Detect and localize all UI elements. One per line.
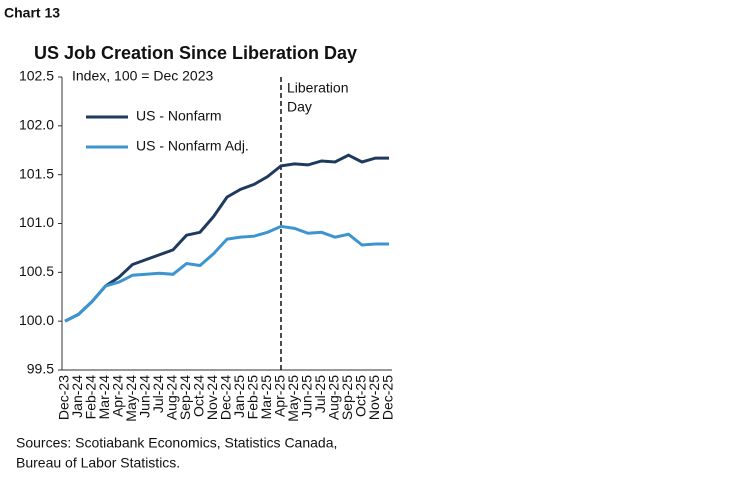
x-tick-label: Jul-24: [150, 375, 166, 413]
x-tick-label: Oct-24: [191, 375, 207, 417]
x-tick-label: Dec-24: [218, 375, 234, 420]
y-tick-label: 99.5: [27, 361, 54, 377]
line: [64, 153, 389, 323]
line: [64, 224, 389, 323]
y-tick-label: 101.0: [19, 214, 54, 230]
x-tick-label: Nov-24: [204, 375, 220, 420]
legend-label: US - Nonfarm Adj.: [136, 138, 249, 154]
y-tick-label: 100.0: [19, 312, 54, 328]
x-tick-label: Jun-25: [299, 375, 315, 418]
y-tick-label: 100.5: [19, 263, 54, 279]
x-tick-label: Mar-25: [258, 375, 274, 420]
x-tick-label: Feb-24: [83, 375, 99, 420]
x-tick-label: Jun-24: [137, 375, 153, 418]
chart-subtitle: Index, 100 = Dec 2023: [72, 68, 213, 84]
y-tick-label: 101.5: [19, 165, 54, 181]
chart-label: Chart 13: [4, 5, 60, 21]
chart-title: US Job Creation Since Liberation Day: [34, 43, 357, 63]
x-tick-label: Nov-25: [366, 375, 382, 420]
source: Sources: Scotiabank Economics, Statistic…: [16, 435, 337, 451]
y-tick-label: 102.5: [19, 68, 54, 84]
source: Bureau of Labor Statistics.: [16, 455, 180, 471]
x-tick-label: Aug-24: [164, 375, 180, 420]
x-tick-label: Sep-25: [339, 375, 355, 420]
x-tick-label: Apr-24: [110, 375, 126, 417]
x-tick-label: Mar-24: [96, 375, 112, 420]
x-tick-label: Aug-25: [326, 375, 342, 420]
x-tick-label: Feb-25: [245, 375, 261, 420]
annotation-text: Day: [287, 99, 312, 115]
x-tick-label: Jan-25: [231, 375, 247, 418]
x-tick-label: Jan-24: [69, 375, 85, 418]
x-tick-label: Sep-24: [177, 375, 193, 420]
x-tick-label: May-24: [123, 375, 139, 422]
y-tick-label: 102.0: [19, 117, 54, 133]
x-tick-label: Apr-25: [272, 375, 288, 417]
annotation-text: Liberation: [287, 80, 349, 96]
x-tick-label: Dec-25: [380, 375, 396, 420]
legend-label: US - Nonfarm: [136, 108, 222, 124]
x-tick-label: Dec-23: [56, 375, 72, 420]
x-tick-label: Oct-25: [353, 375, 369, 417]
x-tick-label: Jul-25: [312, 375, 328, 413]
x-tick-label: May-25: [285, 375, 301, 422]
